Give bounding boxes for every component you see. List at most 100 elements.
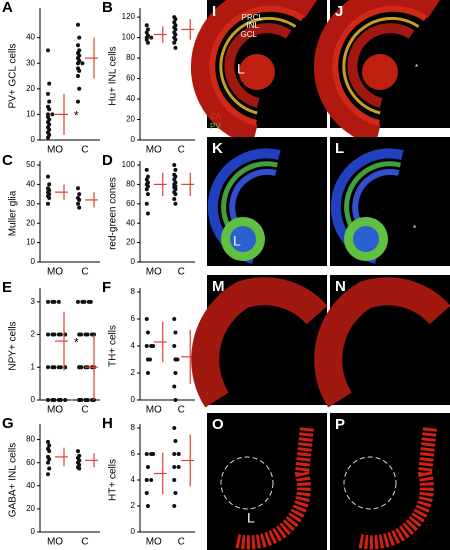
image-letter: N — [335, 278, 346, 295]
y-axis-label: Hu+ INL cells — [108, 46, 119, 105]
image-label: CA — [210, 112, 222, 121]
data-point — [173, 45, 178, 50]
data-point — [144, 478, 149, 482]
image-letter: I — [212, 3, 216, 20]
data-point — [82, 299, 87, 304]
data-point — [173, 330, 178, 335]
lens — [362, 54, 398, 90]
data-point — [173, 27, 178, 32]
data-point — [173, 439, 178, 443]
micrograph: OL — [207, 413, 327, 550]
y-tick-label: 30 — [26, 58, 35, 67]
data-point — [145, 330, 150, 335]
panel-letter: F — [102, 279, 111, 296]
micrograph: N — [314, 275, 450, 408]
lens-core — [353, 226, 379, 252]
data-point — [151, 452, 156, 456]
micrograph: L* — [330, 137, 450, 266]
retina-layer — [209, 5, 305, 126]
x-tick-label: C — [178, 267, 185, 278]
y-tick-label: 0 — [131, 257, 136, 266]
y-tick-label: 80 — [126, 180, 135, 189]
data-point — [46, 135, 50, 140]
data-point — [76, 186, 80, 191]
y-tick-label: 20 — [26, 504, 35, 513]
y-tick-label: 10 — [26, 238, 35, 247]
data-point — [76, 22, 80, 27]
y-tick-label: 6 — [131, 449, 136, 458]
y-axis-label: PV+ GCL cells — [8, 44, 19, 109]
data-point — [172, 452, 177, 456]
lens — [239, 54, 275, 90]
data-point — [46, 174, 50, 179]
data-point — [173, 37, 178, 42]
data-point — [144, 491, 149, 495]
y-axis-label: HT+ cells — [108, 459, 119, 501]
x-tick-label: C — [81, 145, 88, 156]
data-point — [58, 365, 63, 370]
data-point — [172, 40, 177, 45]
data-point — [145, 465, 150, 469]
y-tick-label: 8 — [131, 423, 136, 432]
y-tick-label: 40 — [26, 33, 35, 42]
panel-letter: C — [2, 152, 13, 169]
y-tick-label: 100 — [122, 33, 136, 42]
data-point — [50, 112, 55, 117]
image-label: INL — [247, 21, 260, 30]
image-letter: L — [335, 140, 344, 157]
y-tick-label: 1 — [31, 362, 36, 371]
y-tick-label: 3 — [31, 297, 36, 306]
image-label: L — [237, 61, 245, 77]
x-tick-label: MO — [146, 537, 162, 548]
data-point — [145, 504, 150, 508]
retina-layer — [332, 5, 428, 126]
data-point — [76, 299, 80, 304]
data-point — [173, 491, 178, 495]
data-point — [145, 371, 150, 375]
data-point — [176, 465, 181, 469]
data-point — [80, 61, 85, 66]
data-point — [145, 40, 150, 45]
data-point — [85, 398, 90, 402]
panel-letter: D — [102, 152, 113, 169]
retina-layer — [191, 277, 328, 408]
y-tick-label: 20 — [26, 218, 35, 227]
y-tick-label: 50 — [26, 160, 35, 169]
y-tick-label: 40 — [26, 481, 35, 490]
data-point — [52, 299, 57, 304]
y-tick-label: 20 — [26, 84, 35, 93]
data-point — [145, 211, 150, 216]
x-tick-label: C — [81, 537, 88, 548]
retina-layer — [358, 427, 437, 550]
image-label: L — [233, 233, 241, 249]
image-label: * — [413, 224, 416, 233]
data-point — [144, 187, 149, 192]
data-point — [77, 35, 82, 40]
panel-letter: A — [2, 0, 13, 16]
data-point — [58, 332, 63, 337]
image-label: L — [247, 510, 255, 526]
retina-layer — [314, 277, 450, 408]
data-point — [172, 504, 177, 508]
data-point — [76, 61, 80, 66]
y-tick-label: 30 — [26, 199, 35, 208]
data-point — [77, 197, 82, 202]
data-point — [172, 478, 177, 482]
annotation: * — [74, 335, 79, 349]
data-point — [47, 443, 52, 448]
data-point — [77, 466, 82, 471]
image-label: PRCL — [242, 13, 264, 22]
y-tick-label: 0 — [31, 257, 36, 266]
data-point — [46, 439, 50, 444]
data-point — [145, 27, 150, 32]
y-tick-label: 60 — [126, 74, 135, 83]
lens-core — [230, 226, 256, 252]
y-tick-label: 0 — [31, 527, 36, 536]
data-point — [85, 332, 90, 337]
data-point — [77, 68, 82, 73]
data-point — [144, 317, 149, 321]
y-tick-label: 4 — [131, 341, 136, 350]
